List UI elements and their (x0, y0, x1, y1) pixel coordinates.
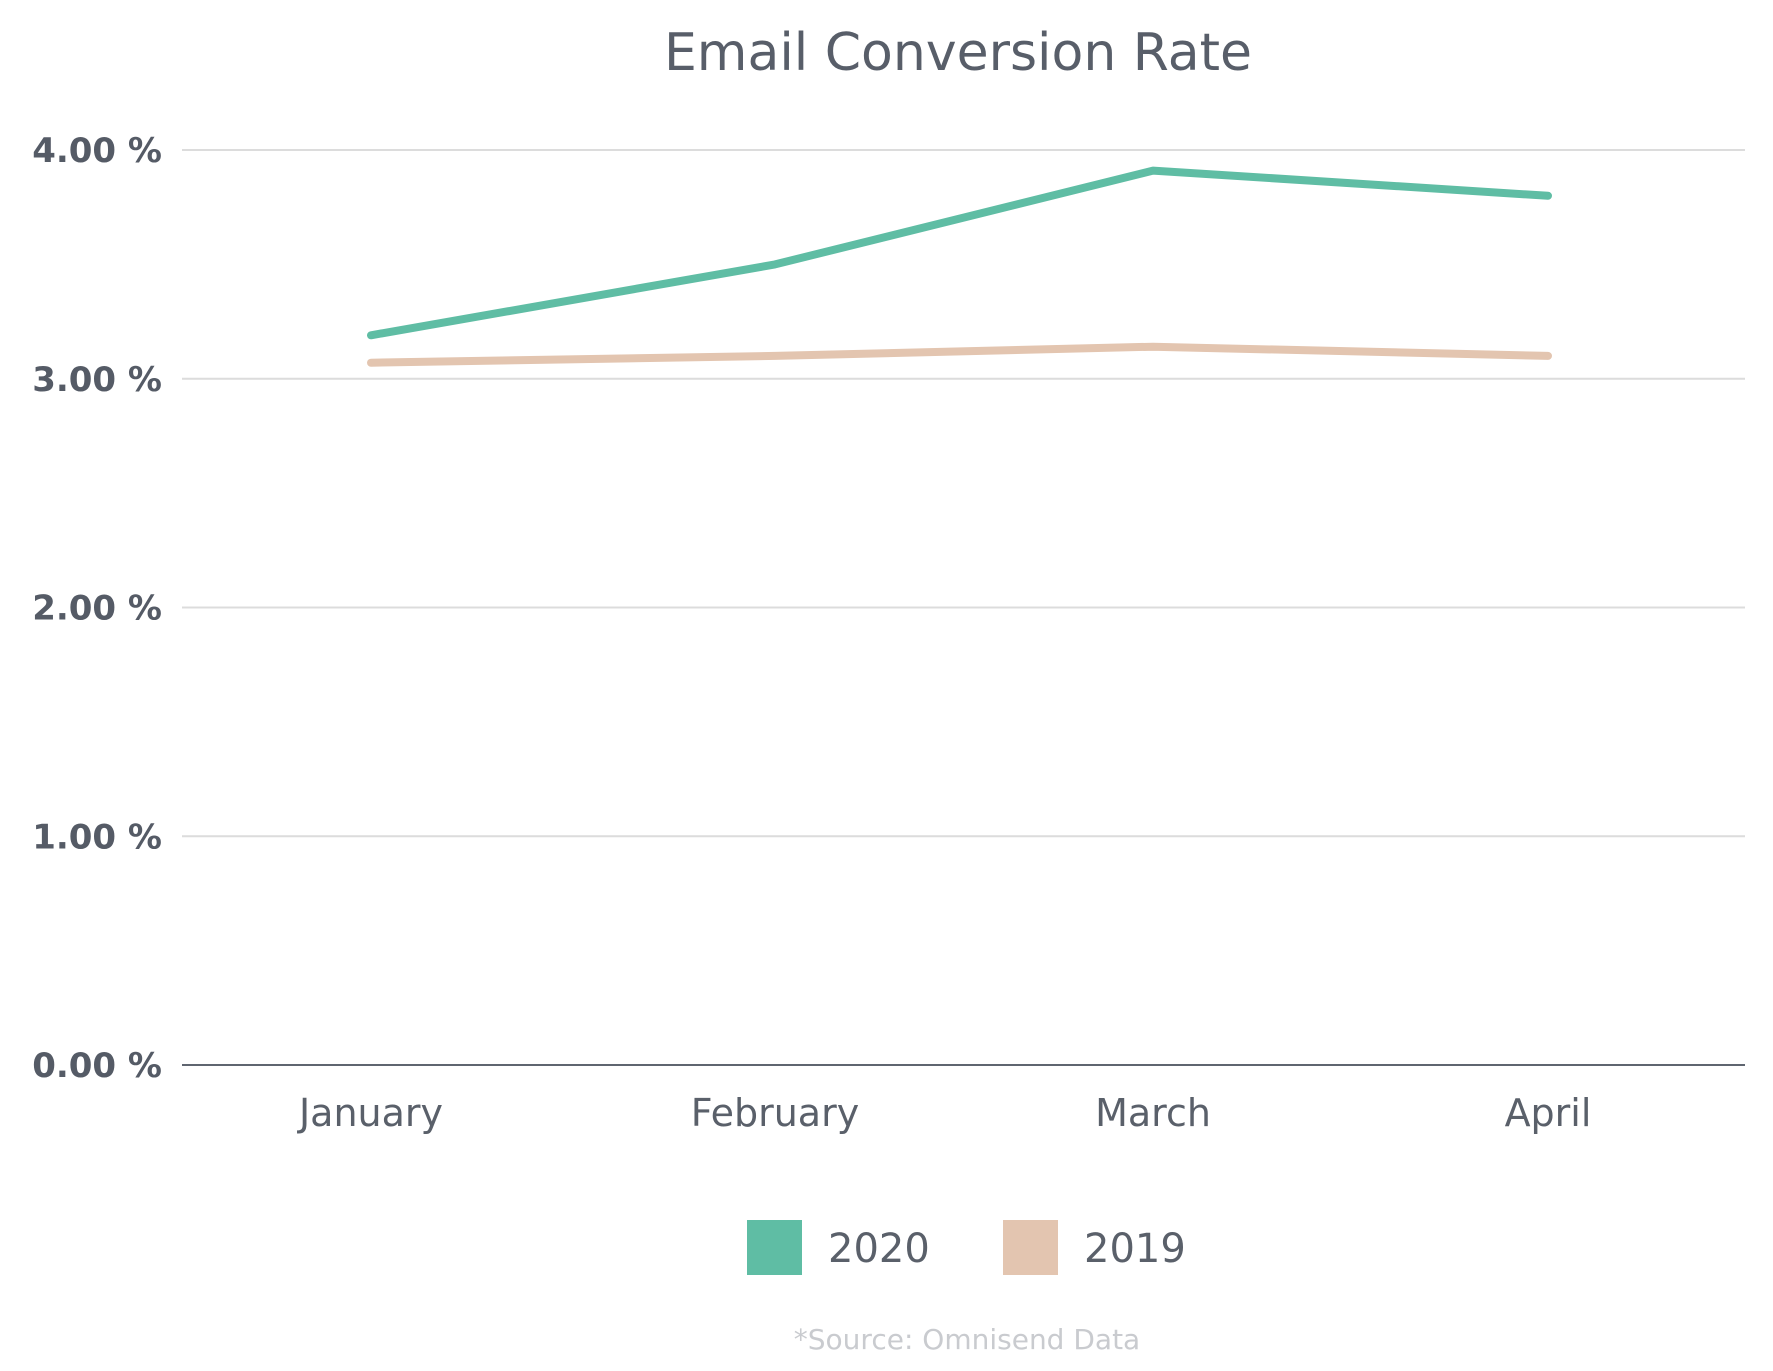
y-tick-label: 1.00 % (32, 817, 162, 857)
x-tick-label: January (297, 1091, 443, 1135)
x-tick-label: April (1505, 1091, 1592, 1135)
y-tick-label: 0.00 % (32, 1046, 162, 1086)
legend: 2020 2019 (747, 1220, 1186, 1275)
x-axis-ticks: January February March April (297, 1091, 1591, 1135)
chart-title: Email Conversion Rate (664, 23, 1252, 83)
y-tick-label: 4.00 % (32, 131, 162, 171)
series-line-2020 (367, 166, 1552, 340)
legend-label-2019: 2019 (1084, 1226, 1186, 1272)
legend-label-2020: 2020 (828, 1226, 930, 1272)
source-note: *Source: Omnisend Data (794, 1323, 1140, 1356)
x-tick-label: February (691, 1091, 859, 1135)
y-tick-label: 3.00 % (32, 360, 162, 400)
legend-swatch-2019 (1003, 1220, 1058, 1275)
x-tick-label: March (1095, 1091, 1211, 1135)
y-axis-ticks: 0.00 % 1.00 % 2.00 % 3.00 % 4.00 % (32, 131, 162, 1086)
legend-swatch-2020 (747, 1220, 802, 1275)
series-line-2019 (367, 342, 1552, 367)
series-lines (367, 166, 1552, 367)
y-tick-label: 2.00 % (32, 589, 162, 629)
grid-lines (182, 149, 1745, 838)
